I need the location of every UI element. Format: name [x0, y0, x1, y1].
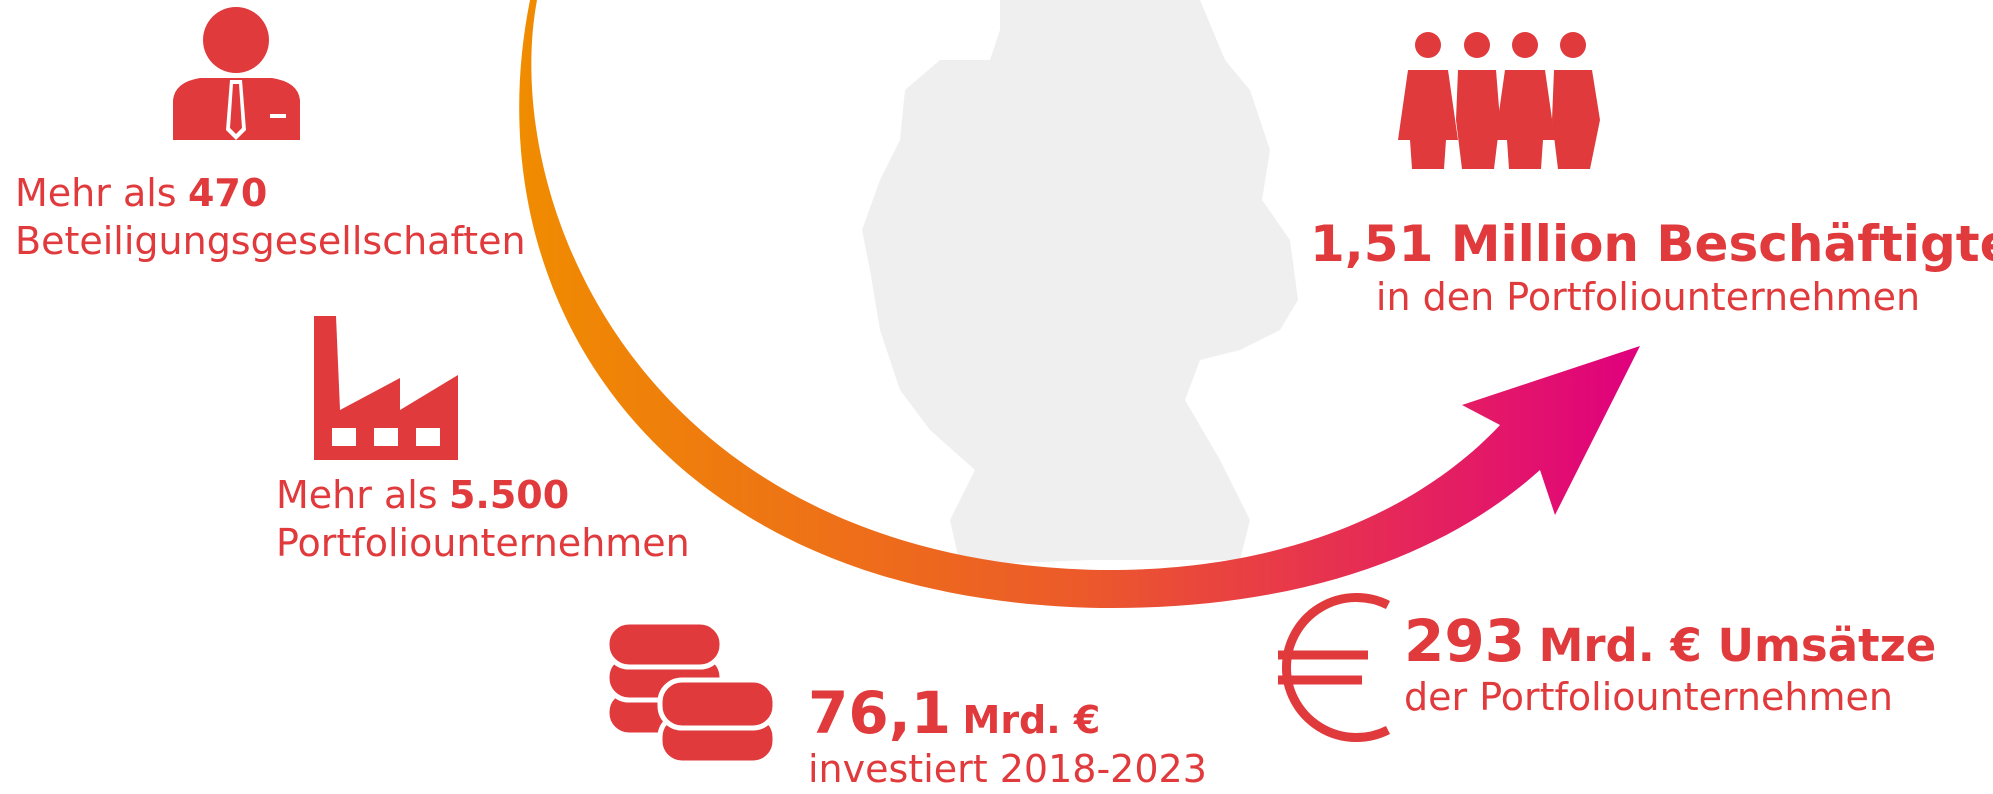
icon-factory [314, 316, 458, 460]
caption: in den Portfoliounternehmen [1375, 275, 1921, 319]
stat-block: Mehr als 470 Beteiligungsgesellschaften [15, 170, 526, 265]
icon-coins [604, 619, 778, 766]
icon-person [173, 7, 300, 140]
unit: Mrd. € [962, 698, 1101, 742]
stat-block: Mehr als 5.500 Portfoliounternehmen [276, 472, 690, 567]
caption: Beteiligungsgesellschaften [15, 218, 526, 263]
unit: Mrd. € Umsätze [1538, 619, 1937, 672]
number: 76,1 [808, 679, 952, 747]
number: 5.500 [448, 473, 570, 517]
prefix: Mehr als [276, 473, 438, 517]
caption: investiert 2018-2023 [808, 746, 1207, 791]
prefix: Mehr als [15, 171, 177, 215]
caption: der Portfoliounternehmen [1404, 674, 1893, 719]
number: 1,51 Million Beschäftigte [1310, 215, 1993, 273]
stat-block: 293 Mrd. € Umsätze der Portfoliounternehm… [1404, 607, 1937, 721]
number: 293 [1404, 607, 1526, 675]
caption: Portfoliounternehmen [276, 520, 690, 565]
number: 470 [187, 171, 268, 215]
stat-block: 1,51 Million Beschäftigte in den Portfol… [1310, 214, 1993, 322]
map-germany [862, 0, 1298, 565]
icon-people [1398, 32, 1600, 169]
icon-euro [1278, 593, 1391, 742]
stat-block: 76,1 Mrd. € investiert 2018-2023 [808, 679, 1207, 793]
